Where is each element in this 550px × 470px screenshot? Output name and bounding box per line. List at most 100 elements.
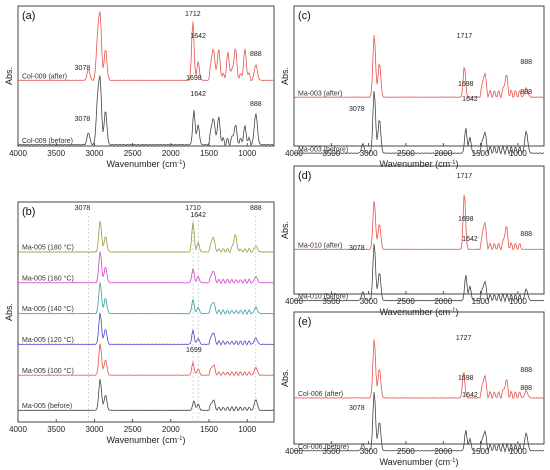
y-axis-label: Abs. (280, 369, 290, 387)
trace-line (17, 75, 275, 147)
x-tick-label: 2500 (124, 149, 142, 158)
peak-label: 1698 (458, 216, 474, 223)
trace-label: Col-009 (before) (22, 138, 73, 145)
peak-label: 3078 (349, 245, 365, 252)
x-tick-label: 1000 (238, 149, 256, 158)
x-axis-label-text: Wavenumber (cm (106, 435, 177, 445)
panel-e: 4000 3500 3000 2500 2000 1500 1000 Wavenumber (… (280, 311, 545, 467)
panel-label: (e) (298, 316, 311, 328)
trace-label: Ma-010 (after) (298, 242, 342, 249)
trace-label: Col-006 (after) (298, 391, 343, 398)
x-tick-label: 2500 (124, 425, 142, 434)
x-tick-label: 4000 (9, 425, 27, 434)
peak-label: 1712 (185, 11, 201, 18)
trace-label: Ma-005 (100 °C) (22, 367, 74, 375)
peak-label: 3078 (75, 205, 91, 212)
x-tick-label: 3500 (47, 149, 65, 158)
x-tick-label: 3000 (86, 425, 104, 434)
peak-label: 888 (250, 205, 262, 212)
x-axis-label-end: ) (183, 435, 186, 445)
trace-label: Ma-005 (before) (22, 403, 72, 410)
x-tick-label: 3000 (360, 297, 378, 306)
peak-label: 1698 (458, 81, 474, 88)
x-tick-label: 2000 (434, 447, 452, 456)
x-tick-label: 4000 (9, 149, 27, 158)
peak-label: 888 (520, 231, 532, 238)
peak-label: 1717 (457, 33, 473, 40)
trace-label: Ma-005 (160 °C) (22, 274, 74, 282)
peak-label: 1642 (190, 91, 206, 98)
x-axis-label-end: ) (456, 457, 459, 467)
x-tick-label: 1000 (509, 149, 527, 158)
x-tick-label: 1000 (238, 425, 256, 434)
trace-line (17, 379, 275, 412)
x-tick-label: 3500 (47, 425, 65, 434)
x-tick-label: 1000 (509, 297, 527, 306)
x-axis-label-superscript: -1 (450, 160, 456, 166)
x-tick-label: 1500 (472, 297, 490, 306)
peak-label: 1698 (458, 375, 474, 382)
peak-label: 1710 (185, 205, 201, 212)
peak-label: 3078 (75, 116, 91, 123)
x-tick-label: 2500 (397, 297, 415, 306)
panel-b: 4000 3500 3000 2500 2000 1500 1000 Wavenumber (… (4, 201, 275, 445)
trace-line (17, 251, 275, 285)
trace-line (293, 35, 545, 99)
panel-label: (c) (298, 10, 311, 22)
peak-label: 1642 (190, 33, 206, 40)
x-axis-label-end: ) (456, 159, 459, 169)
trace-line (17, 343, 274, 377)
peak-label: 1717 (457, 173, 473, 180)
trace-label: Ma-003 (before) (298, 146, 348, 153)
trace-label: Ma-010 (before) (298, 294, 348, 301)
peak-label: 3078 (75, 65, 91, 72)
x-axis-label-superscript: -1 (177, 436, 183, 442)
peak-label: 888 (250, 101, 262, 108)
peak-label: 1642 (462, 236, 478, 243)
peak-label: 3078 (349, 405, 365, 412)
trace-label: Col-006 (before) (298, 444, 349, 451)
trace-label: Col-009 (after) (22, 74, 67, 81)
peak-label: 888 (520, 59, 532, 66)
peak-label: 1699 (186, 347, 202, 354)
x-tick-label: 3500 (322, 297, 340, 306)
x-tick-label: 4000 (285, 297, 303, 306)
x-tick-label: 1500 (200, 425, 218, 434)
x-axis-label: Wavenumber (cm-1) (379, 457, 458, 467)
panel-label: (b) (22, 206, 35, 218)
x-tick-label: 2000 (434, 149, 452, 158)
peak-label: 1642 (462, 392, 478, 399)
peak-label: 888 (520, 367, 532, 374)
x-tick-label: 3500 (322, 447, 340, 456)
x-tick-label: 4000 (285, 447, 303, 456)
x-tick-label: 1500 (472, 149, 490, 158)
peak-label: 888 (520, 385, 532, 392)
x-tick-label: 2500 (397, 447, 415, 456)
y-axis-label: Abs. (4, 67, 14, 85)
peak-label: 888 (520, 89, 532, 96)
trace-label: Ma-005 (180 °C) (22, 244, 74, 252)
x-tick-label: 2000 (162, 149, 180, 158)
trace-line (293, 392, 545, 454)
peak-label: 3078 (349, 106, 365, 113)
x-tick-label: 2000 (162, 425, 180, 434)
x-tick-label: 1000 (509, 447, 527, 456)
trace-label: Ma-003 (after) (298, 90, 342, 97)
plot-frame (293, 165, 545, 295)
x-tick-label: 2000 (434, 297, 452, 306)
plot-frame (293, 5, 545, 147)
trace-line (17, 312, 275, 346)
x-axis-label: Wavenumber (cm-1) (106, 159, 185, 169)
peak-label: 1642 (462, 96, 478, 103)
x-axis-label-superscript: -1 (177, 160, 183, 166)
plot-frame (293, 311, 545, 445)
y-axis-label: Abs. (280, 67, 290, 85)
trace-label: Ma-005 (140 °C) (22, 305, 74, 313)
x-tick-label: 3000 (86, 149, 104, 158)
peak-label: 888 (250, 51, 262, 58)
peak-label: 1642 (190, 212, 206, 219)
panel-a: 4000 3500 3000 2500 2000 1500 1000 Wavenumber (… (4, 5, 275, 169)
